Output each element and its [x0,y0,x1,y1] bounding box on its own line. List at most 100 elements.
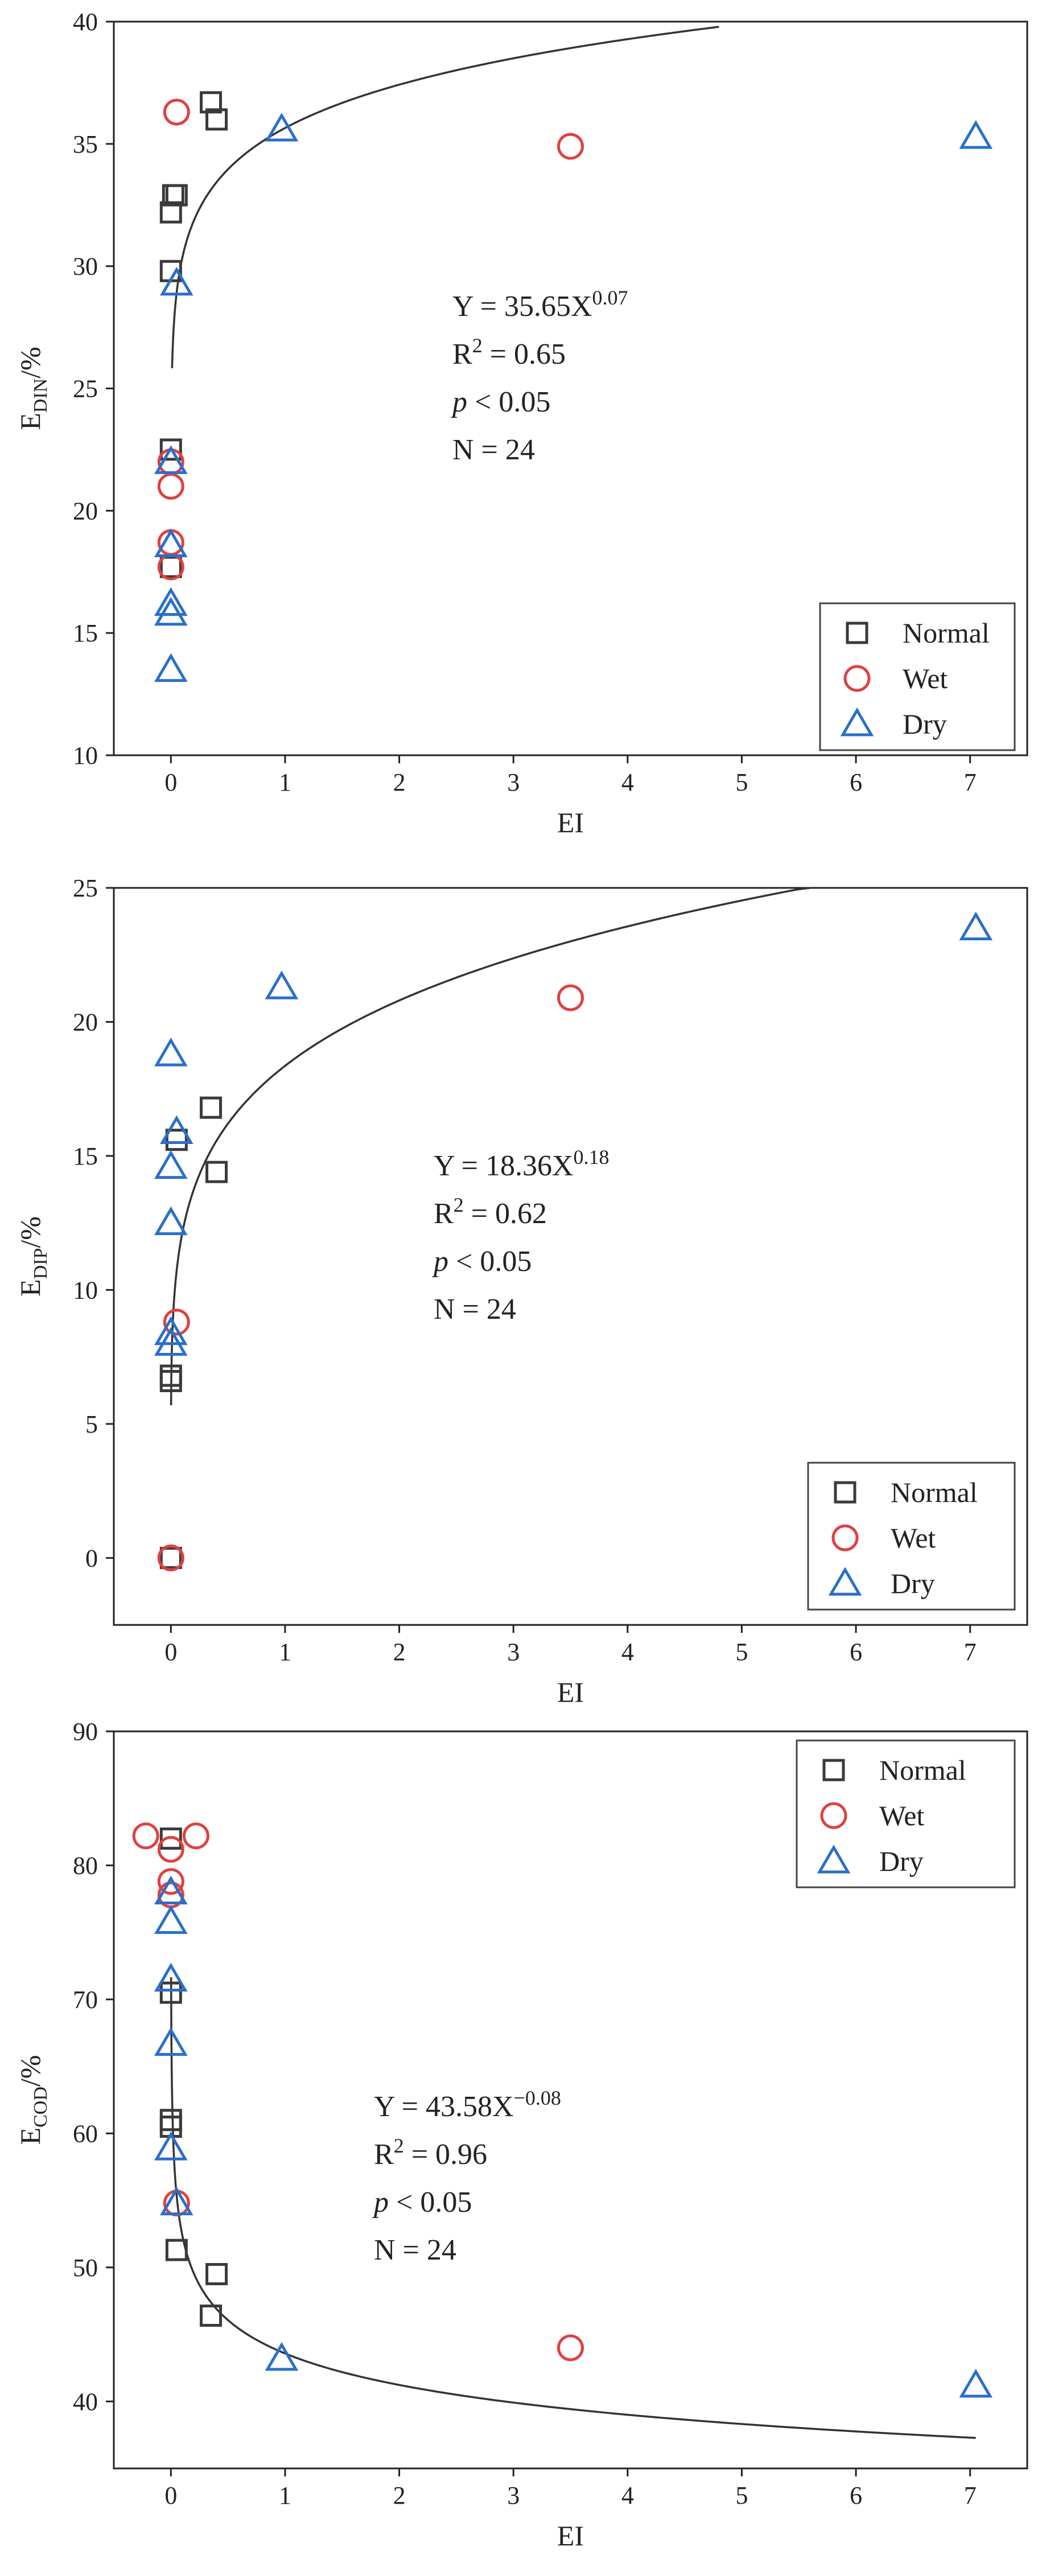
y-tick-label: 35 [73,130,98,158]
fit-equation: Y = 43.58X−0.08 [374,2087,561,2123]
legend-label-wet: Wet [879,1800,924,1832]
fit-curve [170,1977,976,2439]
y-tick-label: 70 [73,1986,98,2014]
legend-marker-normal [822,1759,845,1781]
data-point-wet [157,1868,184,1895]
legend-label-wet: Wet [891,1522,936,1554]
data-point-normal [205,1161,228,1183]
x-tick-label: 5 [735,1638,748,1666]
data-point-wet [157,472,184,500]
panel-cod: 0 1 2 3 4 5 6 7 40 50 60 70 80 90 EI ECOD/% Y = 43.58X−0… [14,1718,1028,2552]
y-tick-label: 25 [73,375,98,403]
x-tick-label: 2 [393,2482,406,2509]
data-point-normal [159,1827,182,1850]
x-tick-label: 4 [621,1638,634,1666]
data-point-dry [959,911,993,941]
legend-marker-dry [817,1845,851,1874]
legend-marker-dry [828,1567,862,1596]
x-axis-label: EI [557,1676,584,1708]
data-point-wet [157,1544,184,1571]
y-axis-label: ECOD/% [14,2055,51,2145]
data-point-wet [163,98,190,126]
data-point-dry [154,1327,188,1356]
x-tick-label: 1 [279,1638,291,1666]
data-point-dry [959,120,993,149]
y-tick-label: 30 [73,253,98,281]
legend-label-normal: Normal [903,617,990,649]
legend-box [819,602,1016,751]
x-tick-label: 0 [164,2482,177,2509]
x-tick-label: 1 [279,2482,291,2509]
sample-size: N = 24 [452,434,535,466]
legend-label-dry: Dry [903,708,947,740]
data-point-dry [154,1962,188,1992]
data-point-wet [157,529,184,556]
y-tick-label: 20 [73,1008,98,1036]
x-tick-label: 4 [621,768,634,796]
data-point-normal [205,2263,228,2286]
x-tick-label: 5 [735,768,748,796]
y-axis-label: EDIN/% [14,347,51,430]
p-value: p < 0.05 [431,1245,532,1278]
legend-label-normal: Normal [891,1476,978,1508]
fit-equation: Y = 18.36X0.18 [434,1146,609,1182]
legend-label-dry: Dry [891,1567,935,1599]
x-axis-label: EI [557,2520,584,2552]
data-point-wet [132,1822,159,1850]
data-point-dry [154,1206,188,1236]
legend-marker-normal [846,622,868,644]
data-point-normal [159,438,182,461]
legend-label-wet: Wet [903,662,948,694]
y-tick-label: 5 [85,1410,98,1438]
data-point-normal [159,1369,182,1392]
y-tick-label: 80 [73,1851,98,1879]
fit-curve [171,26,719,369]
data-point-dry [265,970,299,999]
data-point-normal [159,201,182,224]
p-value: p < 0.05 [372,2186,472,2219]
legend-marker-normal [834,1481,856,1504]
data-point-wet [182,1822,209,1850]
data-point-wet [557,2334,584,2361]
legend-marker-wet [820,1802,847,1829]
panel-din: 0 1 2 3 4 5 6 7 10 15 20 25 30 35 40 EI EDIN/% Y = 35.65X… [14,8,1028,838]
data-point-normal [159,555,182,578]
legend-marker-wet [831,1524,859,1552]
y-tick-label: 10 [73,1276,98,1304]
x-tick-label: 2 [393,768,406,796]
x-tick-label: 0 [164,768,177,796]
data-point-dry [159,2186,193,2216]
data-point-dry [154,1875,188,1905]
data-point-dry [154,2131,188,2161]
p-value: p < 0.05 [450,386,550,418]
legend-box [807,1462,1016,1611]
legend-label-normal: Normal [879,1754,966,1786]
x-tick-label: 0 [164,1638,177,1666]
y-tick-label: 40 [73,8,98,36]
y-tick-label: 0 [85,1544,98,1572]
data-point-dry [154,1316,188,1345]
legend-box [796,1739,1016,1888]
data-point-normal [159,1981,182,2004]
fit-equation: Y = 35.65X0.07 [452,286,628,323]
panel-dip: 0 1 2 3 4 5 6 7 0 5 10 15 20 25 EI EDIP/% Y = 18.36X0.18… [14,874,1028,1708]
data-point-wet [557,984,584,1011]
x-tick-label: 7 [964,768,977,796]
data-point-normal [162,184,184,207]
data-point-dry [159,1115,193,1145]
x-tick-label: 2 [393,1638,406,1666]
sample-size: N = 24 [374,2234,456,2266]
x-axis-label: EI [557,806,584,838]
data-point-normal [159,1546,182,1569]
data-point-dry [154,1905,188,1934]
r-squared: R2 = 0.62 [434,1194,547,1230]
data-point-dry [154,1037,188,1067]
y-tick-label: 15 [73,1142,98,1170]
data-point-dry [154,587,188,616]
y-tick-label: 25 [73,874,98,902]
x-tick-label: 6 [850,2482,862,2509]
x-tick-label: 5 [735,2482,748,2509]
data-point-dry [154,528,188,557]
data-point-wet [163,1308,190,1336]
